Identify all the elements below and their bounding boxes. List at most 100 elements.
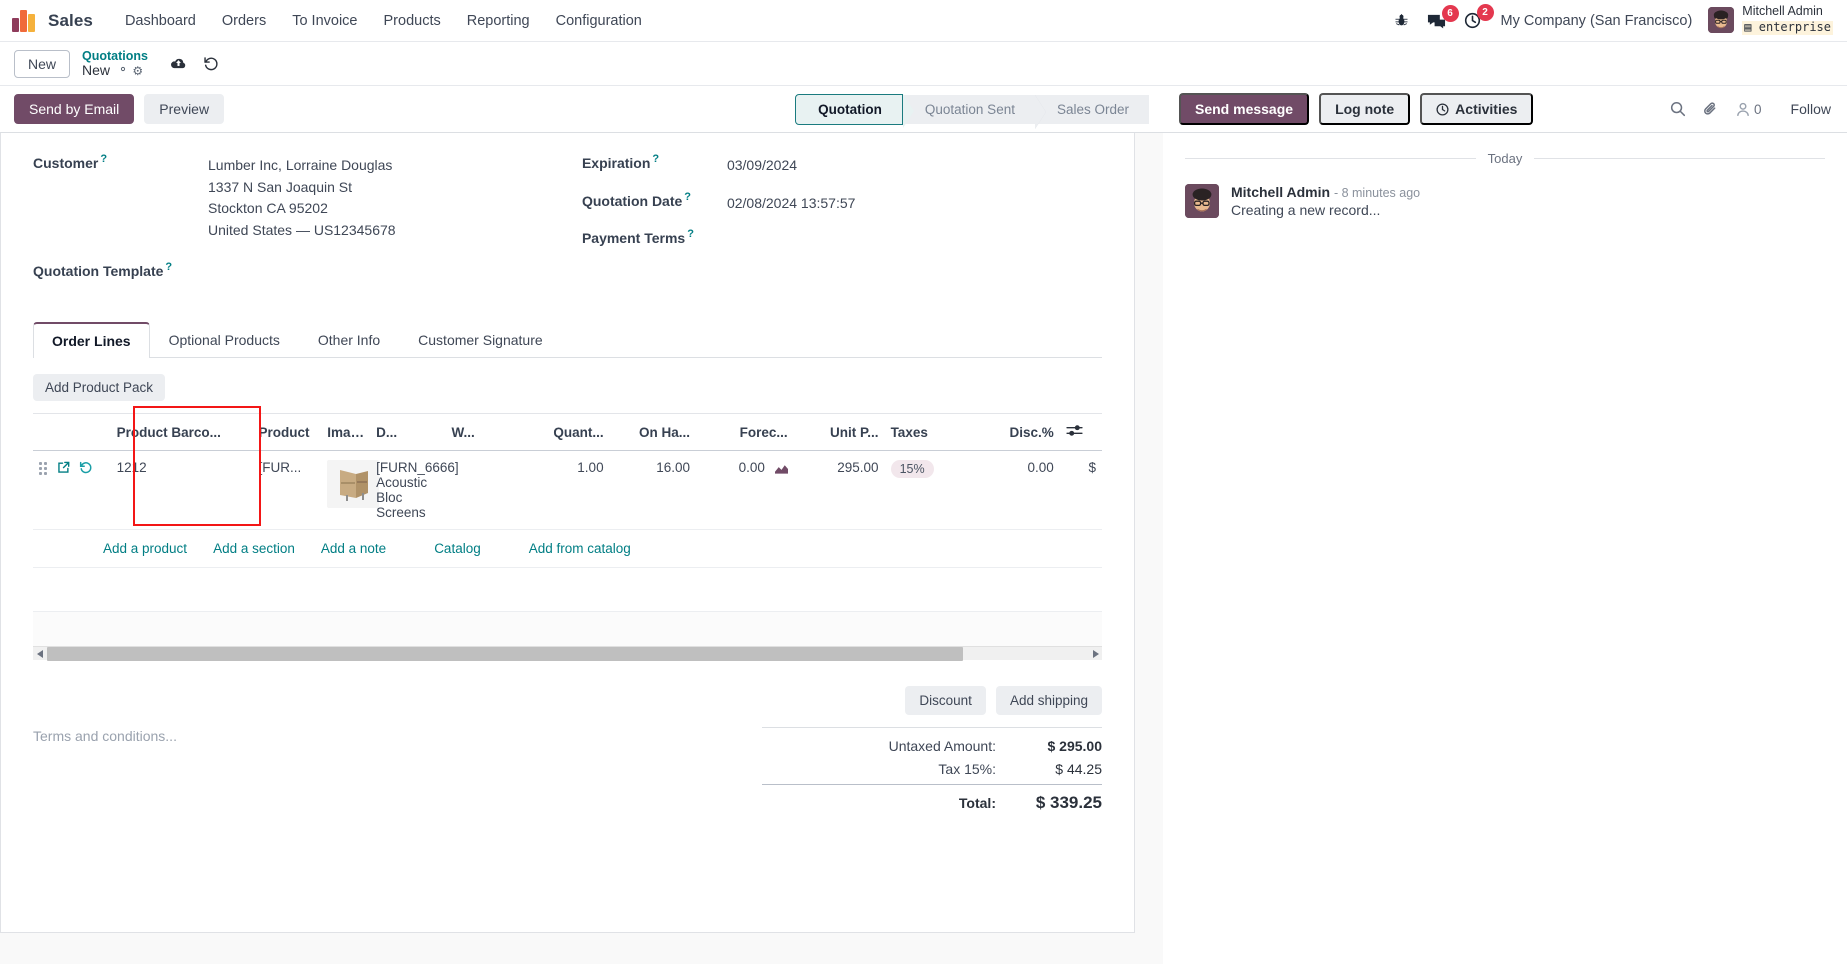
cell-forecasted[interactable]: 0.00 <box>696 450 794 530</box>
nav-dashboard[interactable]: Dashboard <box>124 12 196 29</box>
col-unit-price[interactable]: Unit P... <box>793 414 885 451</box>
add-from-catalog-link[interactable]: Add from catalog <box>528 541 631 556</box>
col-warehouse[interactable]: W... <box>445 414 524 451</box>
order-lines-head: Product Barco... Product Image D... W...… <box>33 414 1102 451</box>
gear-icon[interactable]: ⚙ <box>117 63 143 78</box>
cell-on-hand[interactable]: 16.00 <box>609 450 697 530</box>
discount-button[interactable]: Discount <box>905 686 986 715</box>
empty-row-strip-2 <box>33 612 1102 646</box>
user-menu[interactable]: Mitchell Admin ▤ enterprise <box>1708 4 1833 37</box>
help-icon[interactable]: ? <box>652 153 660 165</box>
odoo-logo-icon[interactable] <box>12 9 38 32</box>
add-a-product-link[interactable]: Add a product <box>103 541 188 556</box>
total-grand: Total: $ 339.25 <box>762 784 1102 813</box>
follow-button[interactable]: Follow <box>1790 101 1831 117</box>
log-note-button[interactable]: Log note <box>1319 93 1411 125</box>
terms-and-conditions[interactable]: Terms and conditions... <box>33 686 762 820</box>
field-expiration: Expiration ? 03/09/2024 <box>582 153 1102 177</box>
nav-products[interactable]: Products <box>383 12 441 29</box>
internal-link-icon[interactable] <box>57 461 70 474</box>
nav-to-invoice[interactable]: To Invoice <box>292 12 358 29</box>
preview-button[interactable]: Preview <box>144 94 225 124</box>
add-a-note-link[interactable]: Add a note <box>320 541 387 556</box>
add-product-pack-button[interactable]: Add Product Pack <box>33 374 166 401</box>
stage-quotation-sent[interactable]: Quotation Sent <box>902 94 1047 129</box>
form-header-fields: Customer ? Lumber Inc, Lorraine Douglas … <box>33 153 1102 295</box>
col-forecasted[interactable]: Forec... <box>696 414 794 451</box>
scroll-left-arrow-icon[interactable] <box>33 647 47 661</box>
field-expiration-value[interactable]: 03/09/2024 <box>726 157 798 173</box>
col-taxes[interactable]: Taxes <box>884 414 972 451</box>
help-icon[interactable]: ? <box>687 228 694 240</box>
cell-product-barcode[interactable]: 1212 <box>110 450 253 530</box>
forecast-chart-icon[interactable] <box>774 464 788 474</box>
horizontal-scrollbar[interactable] <box>33 646 1102 661</box>
cloud-save-icon[interactable] <box>170 57 187 71</box>
add-shipping-button[interactable]: Add shipping <box>995 686 1102 715</box>
search-icon[interactable] <box>1670 101 1686 117</box>
activities-button[interactable]: Activities <box>1420 93 1534 125</box>
discard-undo-icon[interactable] <box>203 56 219 71</box>
tab-optional-products[interactable]: Optional Products <box>168 332 280 348</box>
col-quantity[interactable]: Quant... <box>523 414 610 451</box>
avatar <box>1185 184 1219 218</box>
col-discount[interactable]: Disc.% <box>971 414 1060 451</box>
col-on-hand[interactable]: On Ha... <box>609 414 697 451</box>
help-icon[interactable]: ? <box>165 261 173 273</box>
chatter-thread: Today <box>1163 133 1847 964</box>
product-thumbnail <box>327 460 380 508</box>
drag-handle-icon[interactable] <box>39 462 48 475</box>
cell-image[interactable] <box>321 450 380 530</box>
col-description[interactable]: D... <box>370 414 446 451</box>
col-image[interactable]: Image <box>321 414 371 451</box>
followers-count: 0 <box>1754 101 1762 117</box>
tab-customer-signature[interactable]: Customer Signature <box>418 332 543 348</box>
paperclip-icon[interactable] <box>1703 101 1719 117</box>
breadcrumb-parent-quotations[interactable]: Quotations <box>82 48 148 63</box>
tab-order-lines[interactable]: Order Lines <box>33 322 150 358</box>
cell-description[interactable]: [FURN_6666] Acoustic Bloc Screens <box>370 450 459 530</box>
table-row[interactable]: 1212 [FUR... <box>33 450 1102 530</box>
undo-row-icon[interactable] <box>79 461 92 474</box>
help-icon[interactable]: ? <box>684 190 692 203</box>
new-button[interactable]: New <box>14 49 71 78</box>
customer-country: United States — US12345678 <box>208 221 396 238</box>
scroll-right-arrow-icon[interactable] <box>1088 647 1102 661</box>
untaxed-amount-value: $ 295.00 <box>1047 738 1103 754</box>
help-icon[interactable]: ? <box>100 153 108 165</box>
nav-orders[interactable]: Orders <box>221 12 267 29</box>
app-name-sales[interactable]: Sales <box>48 10 93 30</box>
top-navbar: Sales Dashboard Orders To Invoice Produc… <box>0 0 1847 42</box>
nav-configuration[interactable]: Configuration <box>555 12 642 29</box>
stage-quotation[interactable]: Quotation <box>795 93 914 128</box>
cell-currency: $ <box>1059 450 1102 530</box>
tab-other-info[interactable]: Other Info <box>317 332 381 348</box>
nav-reporting[interactable]: Reporting <box>466 12 530 29</box>
scrollbar-thumb[interactable] <box>47 646 964 661</box>
field-quotation-date-value[interactable]: 02/08/2024 13:57:57 <box>726 194 856 211</box>
empty-row-strip <box>33 568 1102 612</box>
add-a-section-link[interactable]: Add a section <box>213 541 295 556</box>
breadcrumb: Quotations New ⚙ <box>82 49 148 79</box>
cell-warehouse[interactable] <box>445 450 524 530</box>
cell-discount[interactable]: 0.00 <box>971 450 1060 530</box>
cell-unit-price[interactable]: 295.00 <box>793 450 885 530</box>
cell-product[interactable]: [FUR... <box>252 450 322 530</box>
field-customer-value[interactable]: Lumber Inc, Lorraine Douglas 1337 N San … <box>208 155 396 241</box>
activities-clock-icon[interactable]: 2 <box>1464 4 1494 29</box>
scrollbar-track[interactable] <box>47 646 1088 661</box>
send-message-button[interactable]: Send message <box>1179 93 1310 125</box>
send-by-email-button[interactable]: Send by Email <box>14 94 135 124</box>
col-product[interactable]: Product <box>252 414 322 451</box>
col-product-barcode[interactable]: Product Barco... <box>110 414 253 451</box>
cell-quantity[interactable]: 1.00 <box>523 450 610 530</box>
bug-icon[interactable] <box>1394 13 1409 28</box>
followers-person-icon[interactable]: 0 <box>1736 102 1762 117</box>
messages-icon[interactable]: 6 <box>1427 4 1459 29</box>
activities-button-label: Activities <box>1455 101 1518 117</box>
column-options-icon[interactable] <box>1059 414 1102 451</box>
cell-taxes[interactable]: 15% <box>884 450 972 530</box>
catalog-link[interactable]: Catalog <box>434 541 481 556</box>
stage-sales-order[interactable]: Sales Order <box>1034 94 1149 124</box>
company-selector[interactable]: My Company (San Francisco) <box>1500 12 1693 29</box>
